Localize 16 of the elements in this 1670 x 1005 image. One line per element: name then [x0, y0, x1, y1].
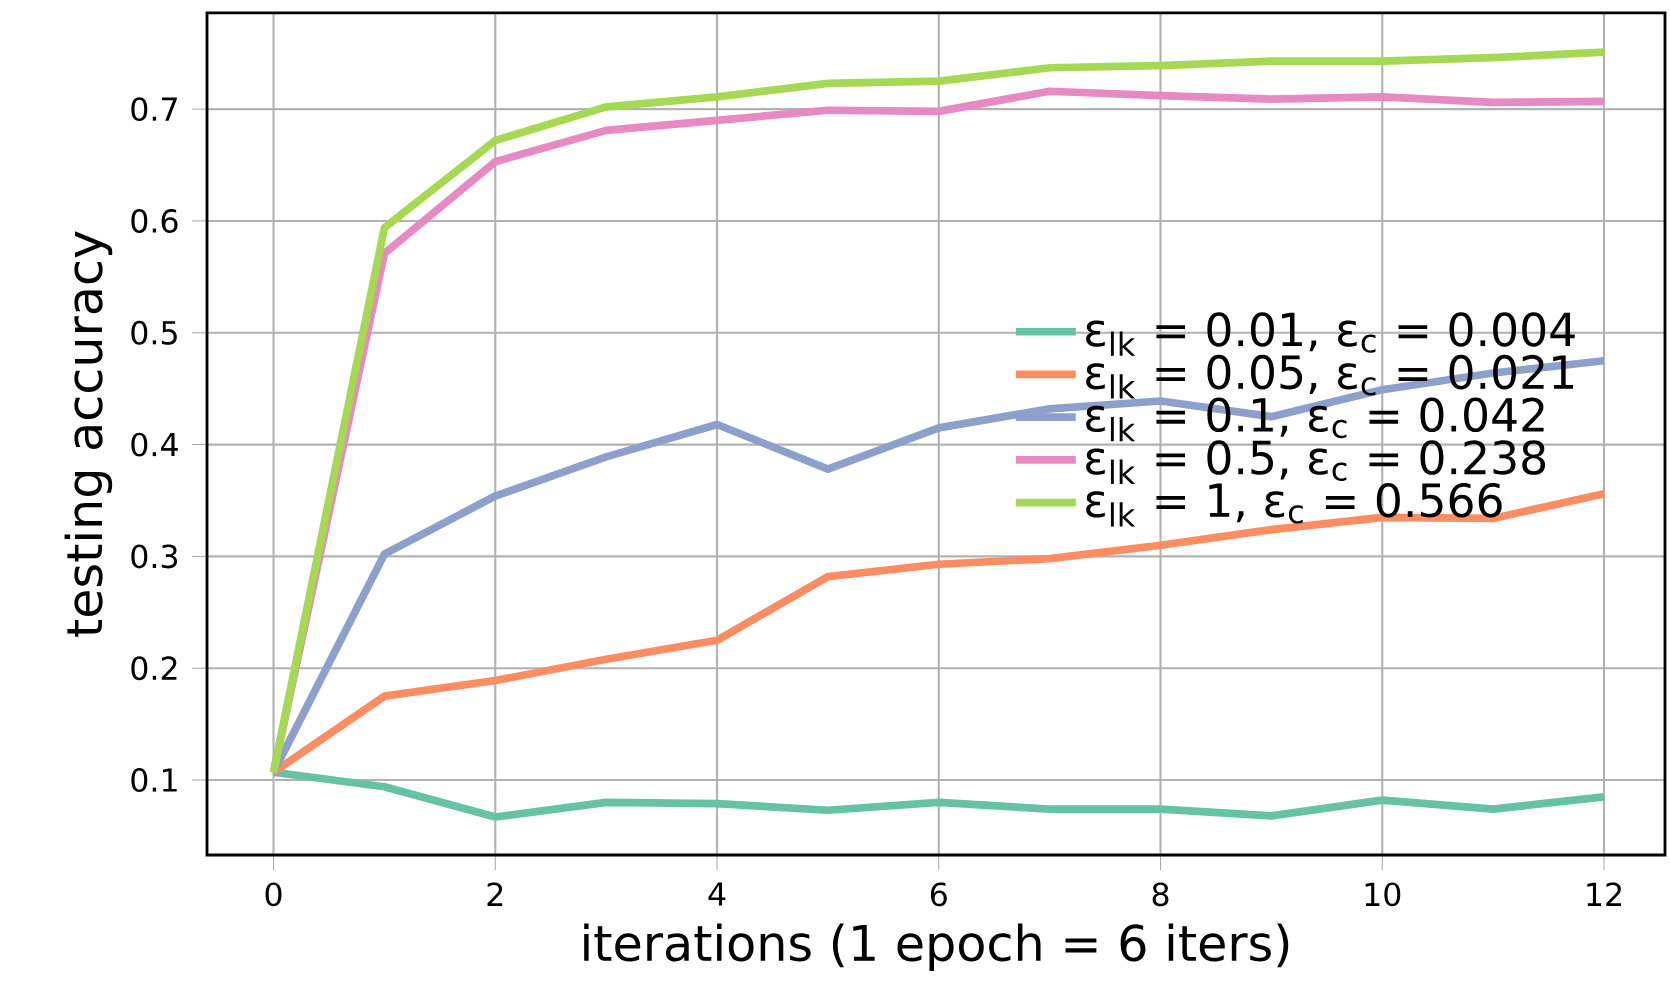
x-tick-label: 12: [1587, 882, 1621, 906]
y-tick-label: 0.1: [131, 768, 177, 793]
y-axis-title: testing accuracy: [64, 231, 113, 637]
x-tick-label: 4: [708, 882, 726, 906]
y-tick-label: 0.3: [131, 544, 178, 569]
y-tick-label: 0.7: [131, 97, 177, 122]
x-tick-label: 10: [1365, 882, 1401, 907]
x-tick-label: 6: [930, 882, 947, 907]
x-tick-label: 2: [487, 882, 503, 906]
y-tick-label: 0.4: [131, 432, 178, 457]
x-axis-title: iterations (1 epoch = 6 iters): [584, 923, 1289, 972]
y-tick-label: 0.2: [131, 656, 177, 681]
x-tick-label: 8: [1152, 882, 1169, 907]
x-tick-label: 0: [265, 882, 282, 907]
y-tick-label: 0.6: [131, 208, 178, 233]
y-tick-label: 0.5: [131, 320, 177, 345]
